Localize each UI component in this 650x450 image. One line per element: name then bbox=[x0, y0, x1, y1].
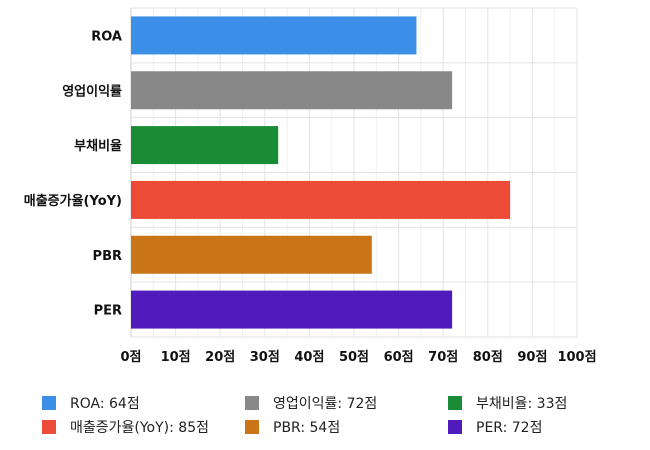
legend-item-per: PER: 72점 bbox=[448, 416, 542, 438]
legend-item-roa: ROA: 64점 bbox=[42, 392, 140, 414]
legend-label: PBR: 54점 bbox=[273, 420, 341, 436]
category-label: ROA bbox=[91, 29, 122, 44]
category-label: PBR bbox=[93, 249, 122, 264]
legend-swatch bbox=[448, 420, 462, 434]
x-tick-label: 100점 bbox=[557, 350, 596, 365]
legend-label: PER: 72점 bbox=[476, 420, 543, 436]
x-axis-tick-labels: 0점 10점 20점 30점 40점 50점 60점 70점 80점 90점 100점 bbox=[120, 350, 596, 365]
x-tick-label: 0점 bbox=[120, 350, 141, 365]
legend-label: 매출증가율(YoY): 85점 bbox=[70, 420, 209, 436]
legend-label: ROA: 64점 bbox=[70, 396, 140, 412]
legend-label: 영업이익률: 72점 bbox=[273, 396, 378, 412]
bar bbox=[131, 235, 372, 274]
legend-item-operating-margin: 영업이익률: 72점 bbox=[245, 392, 377, 414]
x-tick-label: 30점 bbox=[250, 350, 280, 365]
legend-item-pbr: PBR: 54점 bbox=[245, 416, 340, 438]
x-tick-label: 90점 bbox=[517, 350, 547, 365]
x-tick-label: 20점 bbox=[205, 350, 235, 365]
bar bbox=[131, 290, 453, 329]
x-tick-label: 70점 bbox=[428, 350, 458, 365]
category-label: 영업이익률 bbox=[62, 83, 122, 99]
bar bbox=[131, 16, 417, 55]
bars bbox=[131, 16, 511, 329]
legend: ROA: 64점 영업이익률: 72점 부채비율: 33점 매출증가율(YoY)… bbox=[0, 384, 650, 444]
legend-item-revenue-growth: 매출증가율(YoY): 85점 bbox=[42, 416, 209, 438]
legend-swatch bbox=[42, 396, 56, 410]
legend-swatch bbox=[245, 396, 259, 410]
legend-item-debt-ratio: 부채비율: 33점 bbox=[448, 392, 567, 414]
grid-lines bbox=[130, 7, 578, 338]
legend-swatch bbox=[245, 420, 259, 434]
legend-label: 부채비율: 33점 bbox=[476, 396, 568, 412]
category-label: PER bbox=[94, 304, 122, 319]
bar bbox=[131, 126, 279, 165]
x-tick-label: 40점 bbox=[294, 350, 324, 365]
x-tick-label: 60점 bbox=[384, 350, 414, 365]
bar bbox=[131, 71, 453, 110]
x-tick-label: 10점 bbox=[161, 350, 191, 365]
x-tick-label: 50점 bbox=[339, 350, 369, 365]
x-tick-label: 80점 bbox=[473, 350, 503, 365]
legend-swatch bbox=[448, 396, 462, 410]
bar bbox=[131, 180, 511, 219]
legend-swatch bbox=[42, 420, 56, 434]
category-label: 매출증가율(YoY) bbox=[24, 193, 122, 209]
category-label: 부채비율 bbox=[74, 138, 122, 154]
